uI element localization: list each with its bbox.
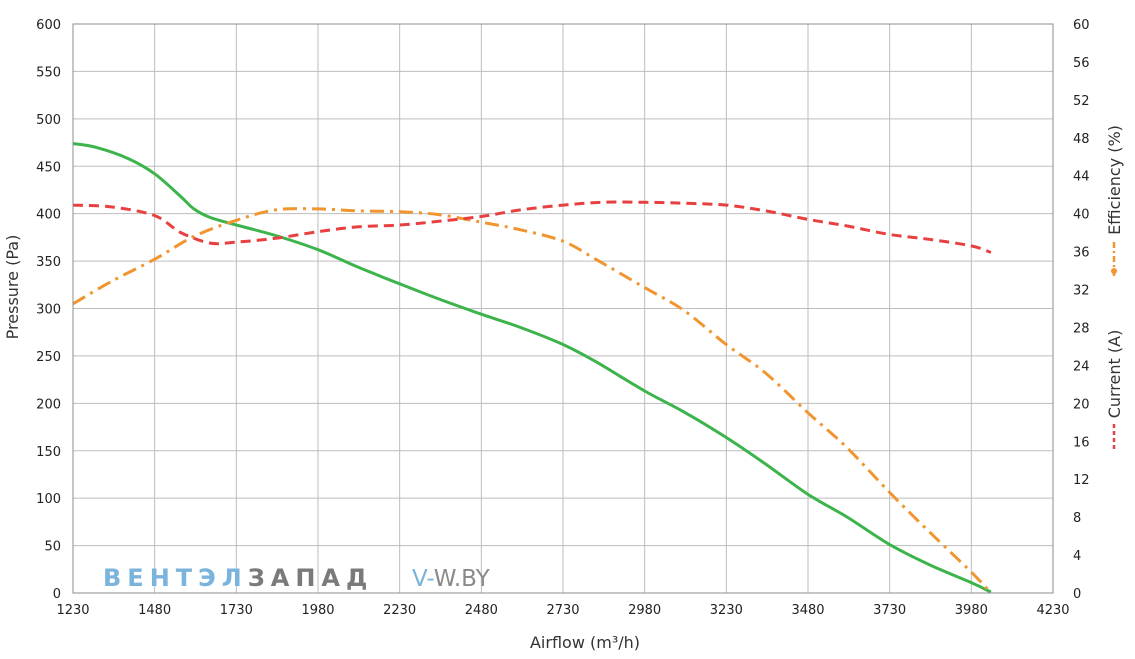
pressure-curve xyxy=(72,142,992,594)
y2-tick-label-8: 32 xyxy=(1073,284,1090,299)
y-axis-ticks: 0 50 100 150 200 250 300 350 400 450 500 550 600 xyxy=(36,18,61,602)
y-tick-label-4: 200 xyxy=(36,397,61,412)
y2-tick-label-2: 8 xyxy=(1073,511,1081,526)
y-tick-label-2: 100 xyxy=(36,492,61,507)
x-tick-label-7: 2980 xyxy=(628,603,661,618)
y-axis-title: Pressure (Pa) xyxy=(3,235,22,340)
watermark-site-rest: W.BY xyxy=(434,566,491,592)
y-tick-label-11: 550 xyxy=(36,65,61,80)
x-tick-label-2: 1730 xyxy=(220,603,253,618)
watermark-site-prefix: V- xyxy=(412,566,434,592)
series-layer xyxy=(72,142,993,595)
watermark-brand: ВЕНТЭЛЗАПАД xyxy=(103,564,373,592)
y2-tick-label-12: 48 xyxy=(1073,132,1090,147)
plot-border xyxy=(72,23,1054,594)
x-tick-label-9: 3480 xyxy=(791,603,824,618)
x-tick-label-3: 1980 xyxy=(301,603,334,618)
y2-tick-label-5: 20 xyxy=(1073,397,1090,412)
watermark-brand-blue: ВЕНТЭЛ xyxy=(103,564,248,592)
y2-tick-label-15: 60 xyxy=(1073,18,1090,33)
x-tick-label-6: 2730 xyxy=(546,603,579,618)
current-legend: Current (A) xyxy=(1105,330,1124,452)
plot-frame xyxy=(72,23,1054,594)
y2-tick-label-13: 52 xyxy=(1073,94,1090,109)
x-tick-label-8: 3230 xyxy=(710,603,743,618)
y-tick-label-3: 150 xyxy=(36,445,61,460)
y-tick-label-9: 450 xyxy=(36,160,61,175)
y2-tick-label-4: 16 xyxy=(1073,435,1090,450)
y-tick-label-1: 50 xyxy=(44,540,61,555)
x-tick-label-5: 2480 xyxy=(465,603,498,618)
y2-tick-label-0: 0 xyxy=(1073,587,1081,602)
y2-tick-label-9: 36 xyxy=(1073,246,1090,261)
y2-tick-label-14: 56 xyxy=(1073,56,1090,71)
efficiency-legend-marker xyxy=(1111,268,1117,274)
y2-tick-label-3: 12 xyxy=(1073,473,1090,488)
y2-tick-label-11: 44 xyxy=(1073,170,1090,185)
efficiency-legend: Efficiency (%) xyxy=(1105,125,1124,278)
watermark-brand-gray: ЗАПАД xyxy=(248,564,374,592)
x-tick-label-11: 3980 xyxy=(955,603,988,618)
x-tick-label-0: 1230 xyxy=(56,603,89,618)
current-curve xyxy=(72,200,992,254)
y2-tick-label-1: 4 xyxy=(1073,549,1081,564)
grid xyxy=(72,23,1054,594)
x-tick-label-12: 4230 xyxy=(1036,603,1069,618)
y-tick-label-0: 0 xyxy=(53,587,61,602)
efficiency-curve xyxy=(72,207,993,595)
current-legend-label: Current (A) xyxy=(1105,330,1124,419)
y-tick-label-5: 250 xyxy=(36,350,61,365)
y2-tick-label-6: 24 xyxy=(1073,359,1090,374)
x-tick-label-1: 1480 xyxy=(138,603,171,618)
efficiency-legend-label: Efficiency (%) xyxy=(1105,125,1124,235)
y2-tick-label-7: 28 xyxy=(1073,321,1090,336)
x-axis-title: Airflow (m³/h) xyxy=(530,633,640,652)
y-tick-label-10: 500 xyxy=(36,113,61,128)
y-tick-label-12: 600 xyxy=(36,18,61,33)
x-axis-ticks: 1230 1480 1730 1980 2230 2480 2730 2980 3230 3480… xyxy=(56,603,1069,618)
watermark: ВЕНТЭЛЗАПАД V-W.BY xyxy=(103,564,491,592)
y-tick-label-6: 300 xyxy=(36,303,61,318)
y-tick-label-8: 400 xyxy=(36,208,61,223)
y2-tick-label-10: 40 xyxy=(1073,208,1090,223)
y-tick-label-7: 350 xyxy=(36,255,61,270)
x-tick-label-4: 2230 xyxy=(383,603,416,618)
x-tick-label-10: 3730 xyxy=(873,603,906,618)
watermark-site: V-W.BY xyxy=(412,566,491,592)
